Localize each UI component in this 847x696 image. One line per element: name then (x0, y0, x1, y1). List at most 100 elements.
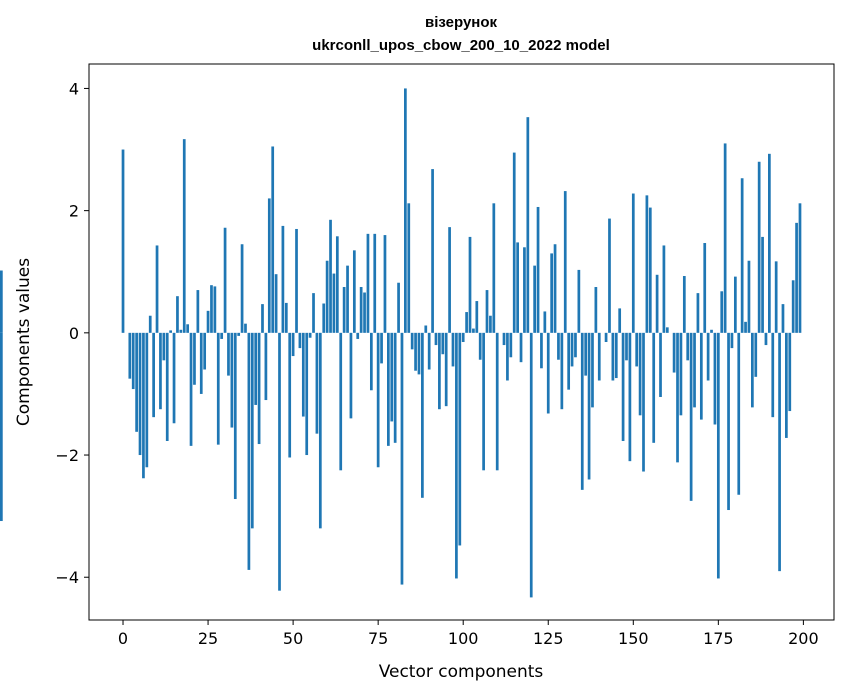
bar (751, 332, 754, 408)
bar (672, 332, 676, 373)
bar (747, 260, 751, 333)
bar (159, 332, 162, 410)
bar (553, 244, 557, 333)
bar (274, 274, 278, 333)
bar (485, 290, 489, 333)
bar (264, 332, 268, 401)
y-axis-ticks: −4 −2 0 2 4 (55, 79, 89, 587)
bar (376, 332, 380, 468)
bar (682, 276, 686, 333)
bar (676, 332, 679, 463)
bar (455, 332, 458, 579)
x-tick-label: 50 (283, 629, 303, 648)
x-tick-label: 150 (618, 629, 649, 648)
bar (438, 332, 441, 410)
bar (625, 332, 628, 361)
bar (142, 332, 145, 479)
bar (227, 332, 230, 376)
bar (312, 293, 315, 333)
bar (250, 332, 254, 529)
bar (563, 191, 567, 333)
bar (506, 332, 509, 381)
bar (237, 332, 241, 336)
bar (186, 324, 190, 333)
bar (223, 227, 227, 333)
bar (754, 332, 758, 377)
bar (288, 332, 292, 458)
bar (427, 332, 431, 370)
bar (210, 285, 213, 333)
bar (489, 315, 492, 333)
bar (261, 304, 264, 333)
x-tick-label: 100 (448, 629, 479, 648)
bar (199, 332, 203, 394)
bar (315, 332, 319, 434)
bar (305, 332, 309, 456)
x-axis-ticks: 0 25 50 75 100 125 150 175 200 (118, 620, 819, 648)
y-tick-label: −2 (55, 446, 79, 465)
bar (233, 332, 237, 500)
bar (213, 286, 217, 333)
bar (424, 325, 428, 333)
bar (206, 310, 210, 333)
bar (369, 332, 373, 391)
bar (444, 332, 448, 407)
bar (322, 303, 326, 333)
bar (492, 203, 496, 333)
x-tick-label: 175 (703, 629, 734, 648)
bar (550, 253, 554, 333)
bar (533, 265, 536, 333)
bar (699, 332, 703, 420)
bar (335, 236, 339, 333)
bar (308, 332, 312, 338)
bar (557, 332, 560, 360)
bar (380, 332, 383, 364)
bar (608, 218, 611, 333)
bar (339, 332, 343, 471)
bar (145, 332, 149, 468)
bar (778, 332, 781, 572)
bar (737, 332, 741, 495)
bar (679, 332, 683, 416)
y-tick-label: 4 (69, 79, 79, 98)
bar (431, 169, 434, 333)
bar (659, 332, 662, 397)
bar (359, 287, 363, 333)
bar (774, 261, 778, 333)
bar (631, 193, 635, 333)
bar (519, 332, 523, 363)
bar (740, 178, 744, 333)
bar (495, 332, 499, 471)
bar (764, 332, 768, 346)
bar (468, 236, 472, 333)
bar (196, 290, 200, 333)
bar (768, 153, 771, 333)
bar (220, 332, 224, 339)
bar (169, 330, 172, 333)
bars-group (0, 88, 802, 598)
bar (523, 247, 526, 333)
bar (686, 332, 690, 361)
bar (247, 332, 251, 570)
bar (478, 332, 482, 360)
bar (189, 332, 193, 446)
bar (472, 328, 475, 333)
x-tick-label: 25 (198, 629, 218, 648)
bar (638, 332, 642, 416)
bar (162, 332, 166, 361)
bar (512, 152, 516, 333)
bar (434, 332, 438, 346)
bar (128, 332, 132, 379)
bar (645, 195, 649, 333)
bar (342, 287, 346, 333)
bar (182, 139, 186, 333)
bar (244, 323, 247, 333)
bar (179, 329, 183, 333)
bar (203, 332, 207, 370)
bar (329, 219, 332, 333)
bar (733, 276, 737, 333)
bar (298, 332, 302, 349)
bar (352, 250, 356, 333)
bar (421, 332, 424, 498)
